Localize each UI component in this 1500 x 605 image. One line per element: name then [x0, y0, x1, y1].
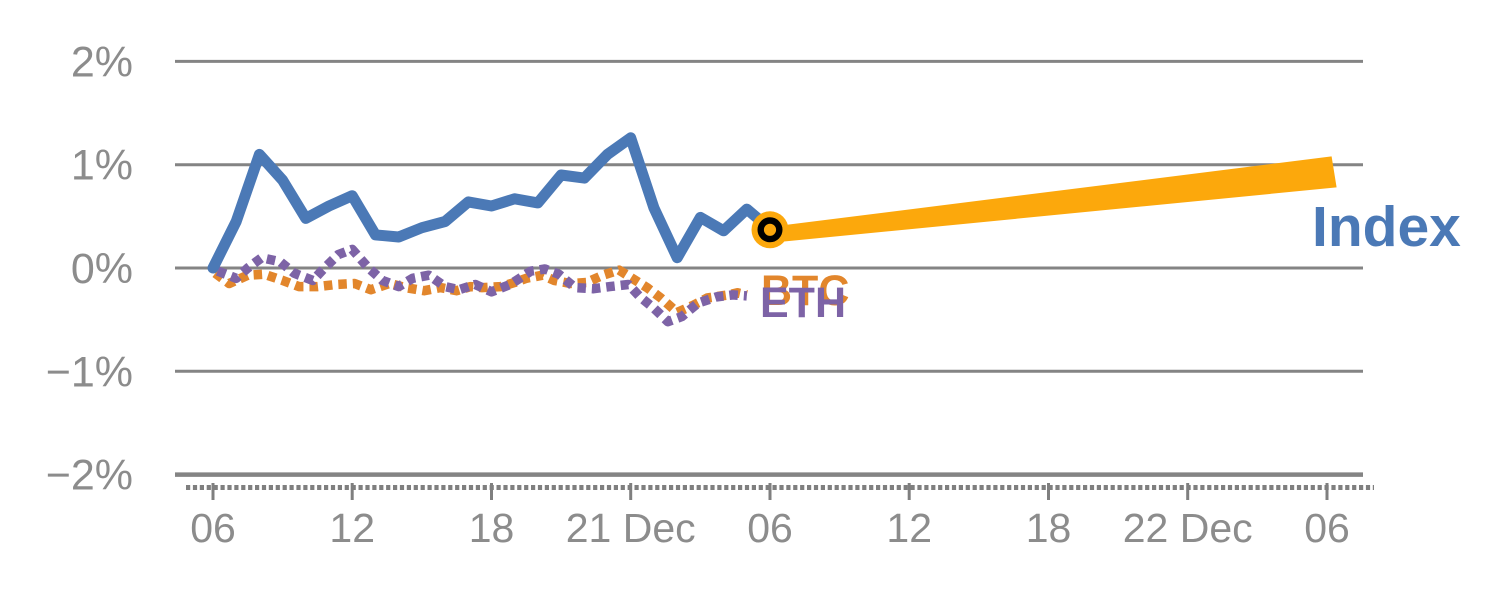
index-line [207, 132, 776, 274]
y-tick-label: 1% [71, 142, 133, 190]
forecast-wedge [770, 156, 1337, 243]
x-tick-label: 06 [747, 505, 793, 551]
current-point-marker-ring [757, 217, 783, 243]
y-tick-label: 2% [71, 38, 133, 86]
btc-line [212, 265, 748, 318]
eth-line [215, 244, 748, 327]
x-tick-label: 06 [1304, 505, 1350, 551]
x-tick-label: 12 [886, 505, 932, 551]
index-label: Index [1312, 195, 1461, 259]
x-tick-label: 22 Dec [1123, 505, 1253, 551]
x-tick-label: 12 [329, 505, 375, 551]
y-tick-label: 0% [71, 245, 133, 293]
x-tick-label: 21 Dec [566, 505, 696, 551]
btc-label: BTC [761, 267, 849, 315]
x-tick-label: 18 [469, 505, 515, 551]
current-point-marker [751, 211, 789, 249]
y-tick-label: −1% [46, 348, 133, 396]
x-tick-label: 18 [1026, 505, 1072, 551]
y-tick-label: −2% [46, 452, 133, 500]
x-tick-label: 06 [190, 505, 236, 551]
eth-label: ETH [760, 279, 846, 327]
